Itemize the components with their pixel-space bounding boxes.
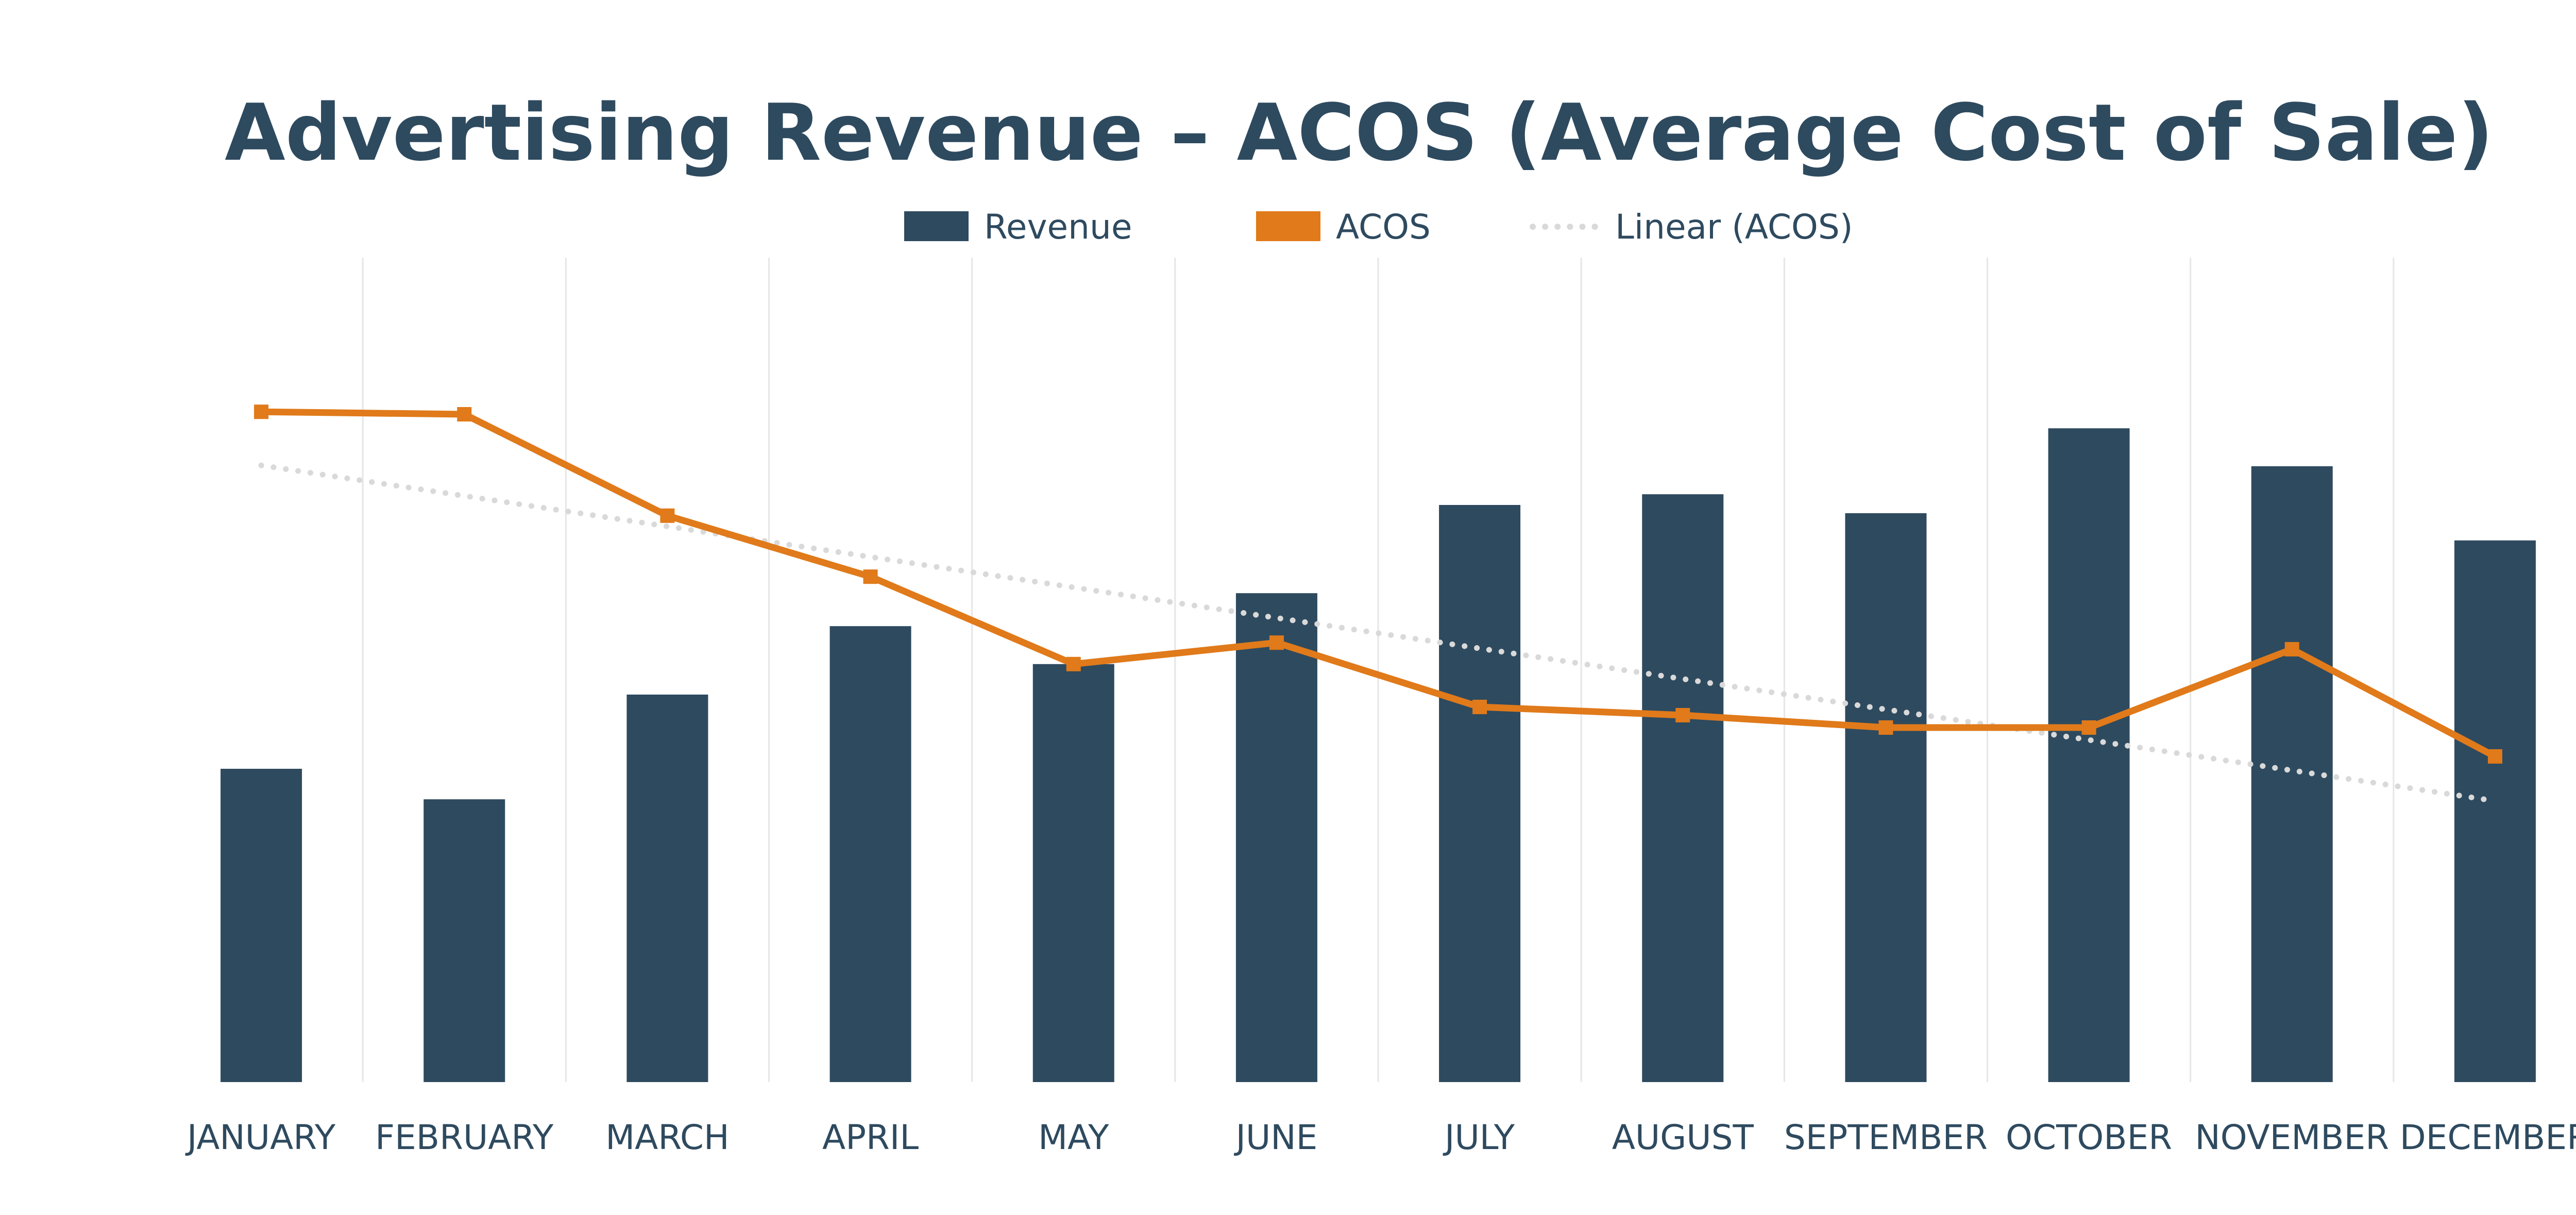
x-axis-tick-labels: JANUARY FEBRUARY MARCH APRIL MAY JUNE JULY AUGU… — [185, 1118, 2576, 1157]
revenue-bar-september — [1845, 513, 1927, 1082]
x-tick-label-march: MARCH — [605, 1118, 729, 1157]
x-tick-label-september: SEPTEMBER — [1784, 1118, 1988, 1157]
acos-line — [254, 404, 2502, 764]
revenue-bar-august — [1642, 494, 1724, 1083]
acos-marker-august — [1675, 708, 1690, 722]
legend-label-revenue: Revenue — [984, 207, 1132, 247]
legend: Revenue ACOS Linear (ACOS) — [904, 207, 1853, 247]
acos-marker-april — [863, 569, 878, 584]
x-tick-label-august: AUGUST — [1612, 1118, 1754, 1157]
trendline — [258, 462, 2498, 804]
gridlines — [362, 258, 2395, 1082]
x-tick-label-february: FEBRUARY — [375, 1118, 554, 1157]
revenue-bar-june — [1235, 593, 1317, 1082]
legend-swatch-acos — [1256, 211, 1320, 241]
x-tick-label-may: MAY — [1038, 1118, 1109, 1157]
x-tick-label-july: JULY — [1443, 1118, 1515, 1157]
x-tick-label-october: OCTOBER — [2006, 1118, 2172, 1157]
acos-marker-february — [457, 407, 472, 421]
legend-item-acos: ACOS — [1256, 207, 1431, 247]
revenue-bar-january — [221, 769, 302, 1082]
acos-marker-october — [2081, 720, 2096, 735]
x-tick-label-june: JUNE — [1233, 1118, 1317, 1157]
acos-marker-november — [2284, 642, 2299, 656]
x-tick-label-january: JANUARY — [185, 1118, 336, 1157]
revenue-bar-july — [1439, 505, 1521, 1082]
revenue-bar-december — [2454, 540, 2536, 1082]
chart-title: Advertising Revenue – ACOS (Average Cost… — [225, 87, 2494, 178]
revenue-bars — [221, 428, 2536, 1083]
revenue-bar-march — [626, 695, 708, 1082]
x-tick-label-november: NOVEMBER — [2195, 1118, 2389, 1157]
revenue-bar-february — [423, 799, 505, 1082]
acos-marker-december — [2487, 749, 2502, 764]
legend-item-revenue: Revenue — [904, 207, 1132, 247]
acos-marker-september — [1878, 720, 1893, 735]
legend-label-linear-acos: Linear (ACOS) — [1615, 207, 1853, 247]
acos-marker-june — [1269, 635, 1284, 650]
revenue-bar-april — [829, 626, 911, 1082]
acos-marker-january — [254, 404, 269, 419]
revenue-bar-october — [2048, 428, 2130, 1083]
acos-marker-july — [1472, 700, 1487, 714]
acos-marker-march — [660, 508, 675, 523]
acos-series-line — [261, 408, 2497, 760]
x-tick-label-april: APRIL — [822, 1118, 919, 1157]
acos-marker-may — [1066, 656, 1081, 671]
revenue-bar-may — [1032, 664, 1114, 1082]
legend-swatch-revenue — [904, 211, 969, 241]
revenue-bar-november — [2251, 466, 2333, 1082]
linear-acos-trendline — [258, 462, 2498, 804]
legend-item-linear-acos: Linear (ACOS) — [1530, 207, 1853, 247]
legend-label-acos: ACOS — [1336, 207, 1431, 247]
x-tick-label-december: DECEMBER — [2400, 1118, 2576, 1157]
